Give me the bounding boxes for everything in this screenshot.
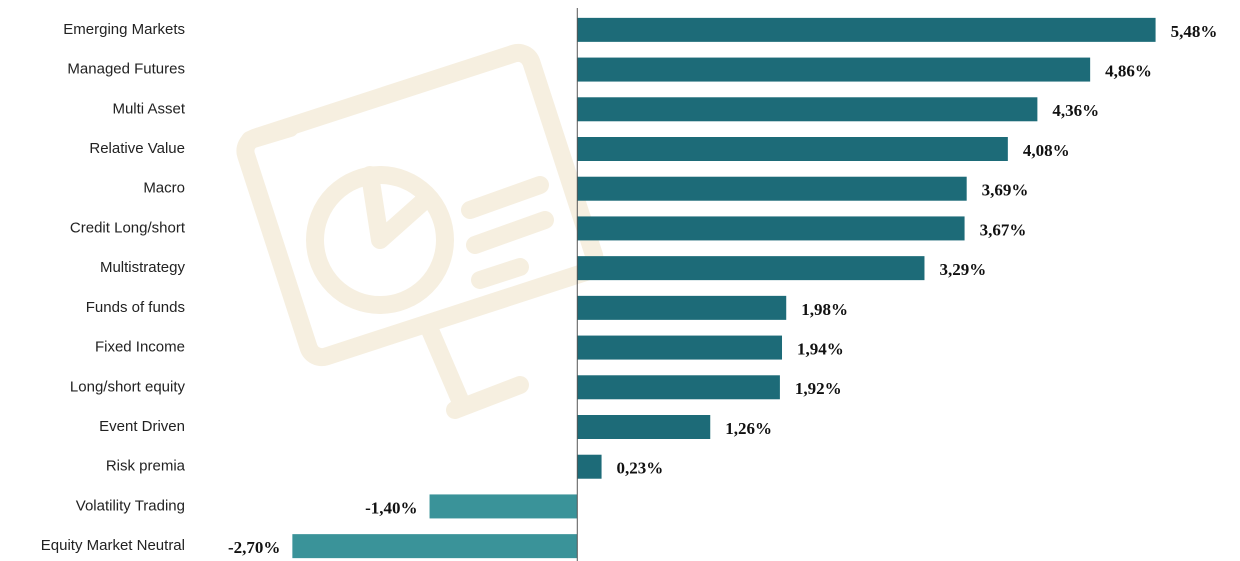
value-label: 4,86%	[1105, 61, 1152, 80]
bar	[577, 18, 1155, 42]
bar	[577, 375, 780, 399]
bar	[577, 296, 786, 320]
value-label: 0,23%	[617, 459, 664, 478]
bar	[577, 336, 782, 360]
value-label: 4,36%	[1052, 101, 1099, 120]
value-label: -1,40%	[365, 498, 417, 517]
bar	[577, 256, 924, 280]
bar	[430, 494, 578, 518]
bar	[577, 97, 1037, 121]
category-label: Macro	[143, 180, 185, 197]
page: Emerging Markets 5,48% Managed Futures 4,86…	[0, 0, 1240, 561]
bar	[577, 137, 1008, 161]
chart: Emerging Markets 5,48% Managed Futures 4,86…	[0, 0, 1240, 561]
category-label: Managed Futures	[67, 61, 185, 78]
category-label: Fixed Income	[95, 339, 185, 356]
value-label: 4,08%	[1023, 141, 1070, 160]
category-label: Funds of funds	[86, 299, 185, 316]
value-label: -2,70%	[228, 538, 280, 557]
value-label: 5,48%	[1171, 22, 1218, 41]
bar	[577, 177, 966, 201]
category-label: Multi Asset	[112, 100, 185, 117]
category-label: Relative Value	[89, 140, 185, 157]
bar	[577, 58, 1090, 82]
category-label: Risk premia	[106, 458, 186, 475]
category-label: Multistrategy	[100, 259, 186, 276]
category-label: Long/short equity	[70, 378, 186, 395]
value-label: 3,29%	[939, 260, 986, 279]
value-label: 1,26%	[725, 419, 772, 438]
bar	[577, 415, 710, 439]
bar	[292, 534, 577, 558]
bar	[577, 216, 964, 240]
value-label: 3,67%	[980, 220, 1027, 239]
value-label: 1,92%	[795, 379, 842, 398]
bar	[577, 455, 601, 479]
value-label: 1,94%	[797, 339, 844, 358]
category-label: Volatility Trading	[76, 497, 185, 514]
category-label: Event Driven	[99, 418, 185, 435]
value-label: 3,69%	[982, 181, 1029, 200]
category-label: Credit Long/short	[70, 219, 186, 236]
category-label: Emerging Markets	[63, 21, 185, 38]
watermark	[242, 49, 598, 410]
value-label: 1,98%	[801, 300, 848, 319]
category-label: Equity Market Neutral	[41, 537, 185, 554]
